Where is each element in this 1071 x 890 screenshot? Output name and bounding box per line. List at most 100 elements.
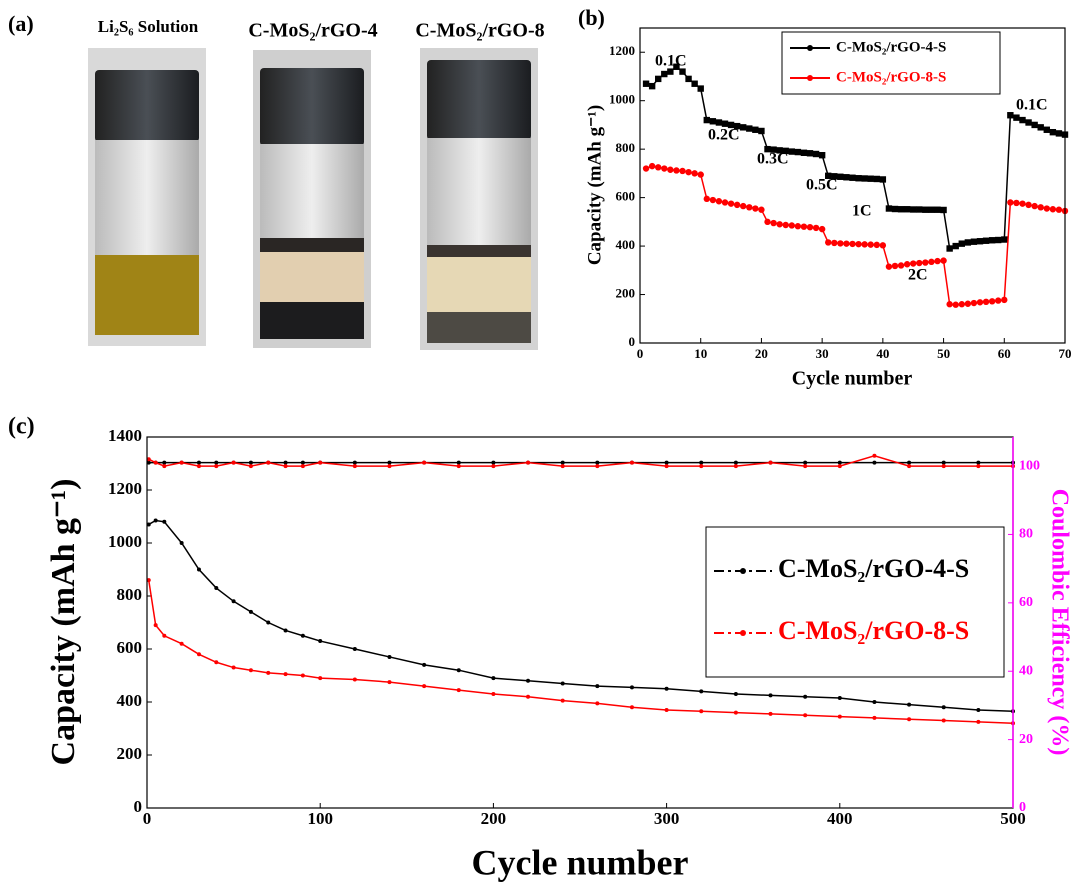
marker: [691, 81, 697, 87]
marker: [284, 461, 288, 465]
marker: [630, 685, 634, 689]
marker: [995, 237, 1001, 243]
marker: [801, 223, 807, 229]
marker: [916, 260, 922, 266]
panel-label: (a): [8, 11, 34, 36]
marker: [457, 461, 461, 465]
x-tick-label: 50: [937, 346, 950, 361]
marker: [387, 464, 391, 468]
marker: [710, 118, 716, 124]
marker: [387, 680, 391, 684]
marker: [803, 695, 807, 699]
y2-axis-title: Coulombic Efficiency (%): [1046, 489, 1071, 756]
marker: [740, 124, 746, 130]
y-tick-label: 600: [117, 638, 143, 657]
y2-tick-label: 100: [1019, 458, 1040, 473]
marker: [910, 206, 916, 212]
y2-tick-label: 40: [1019, 663, 1033, 678]
marker: [595, 684, 599, 688]
marker: [665, 461, 669, 465]
marker: [752, 127, 758, 133]
legend-marker: [740, 568, 746, 574]
series-line: [646, 166, 1065, 305]
legend-box: [706, 527, 1004, 677]
marker: [649, 83, 655, 89]
marker: [976, 461, 980, 465]
marker: [457, 688, 461, 692]
marker: [838, 461, 842, 465]
series-line: [149, 456, 1013, 466]
marker: [162, 634, 166, 638]
y2-tick-label: 80: [1019, 527, 1033, 542]
marker: [301, 674, 305, 678]
marker: [154, 461, 158, 465]
marker: [849, 241, 855, 247]
marker: [232, 461, 236, 465]
marker: [837, 240, 843, 246]
marker: [595, 461, 599, 465]
marker: [1019, 117, 1025, 123]
marker: [734, 461, 738, 465]
y-tick-label: 400: [616, 237, 636, 252]
legend-marker: [740, 630, 746, 636]
marker: [746, 125, 752, 131]
marker: [907, 703, 911, 707]
marker: [698, 171, 704, 177]
marker: [491, 461, 495, 465]
marker: [868, 176, 874, 182]
y-tick-label: 800: [616, 140, 636, 155]
marker: [491, 692, 495, 696]
x-tick-label: 300: [654, 809, 680, 828]
marker: [898, 262, 904, 268]
legend-label: C-MoS₂/rGO-8-S: [778, 616, 969, 645]
y2-tick-label: 20: [1019, 732, 1033, 747]
annotation: 0.2C: [708, 127, 740, 144]
marker: [886, 205, 892, 211]
marker: [942, 705, 946, 709]
marker: [249, 610, 253, 614]
marker: [880, 242, 886, 248]
y-tick-label: 200: [616, 286, 636, 301]
marker: [422, 663, 426, 667]
marker: [892, 263, 898, 269]
marker: [1050, 206, 1056, 212]
marker: [946, 245, 952, 251]
annotation: 0.3C: [757, 151, 789, 168]
marker: [526, 679, 530, 683]
y-axis-title: Capacity (mAh g⁻¹): [45, 479, 82, 766]
marker: [825, 239, 831, 245]
marker: [976, 708, 980, 712]
marker: [928, 259, 934, 265]
marker: [1044, 205, 1050, 211]
marker: [942, 719, 946, 723]
marker: [959, 240, 965, 246]
marker: [266, 461, 270, 465]
y2-tick-label: 0: [1019, 800, 1026, 815]
marker: [874, 242, 880, 248]
marker: [965, 239, 971, 245]
x-tick-label: 100: [307, 809, 333, 828]
y-tick-label: 0: [134, 797, 143, 816]
marker: [1019, 200, 1025, 206]
y-tick-label: 600: [616, 189, 636, 204]
marker: [154, 623, 158, 627]
marker: [353, 677, 357, 681]
panel-label: (c): [8, 414, 35, 440]
vial-photo: [88, 48, 538, 350]
x-tick-label: 200: [481, 809, 507, 828]
marker: [1007, 112, 1013, 118]
marker: [685, 76, 691, 82]
marker: [734, 202, 740, 208]
marker: [1025, 119, 1031, 125]
annotation: 0.5C: [806, 177, 838, 194]
marker: [769, 461, 773, 465]
marker: [249, 461, 253, 465]
marker: [855, 241, 861, 247]
marker: [837, 174, 843, 180]
marker: [679, 168, 685, 174]
marker: [665, 687, 669, 691]
marker: [872, 716, 876, 720]
y-tick-label: 1000: [609, 92, 635, 107]
marker: [1044, 127, 1050, 133]
marker: [843, 174, 849, 180]
